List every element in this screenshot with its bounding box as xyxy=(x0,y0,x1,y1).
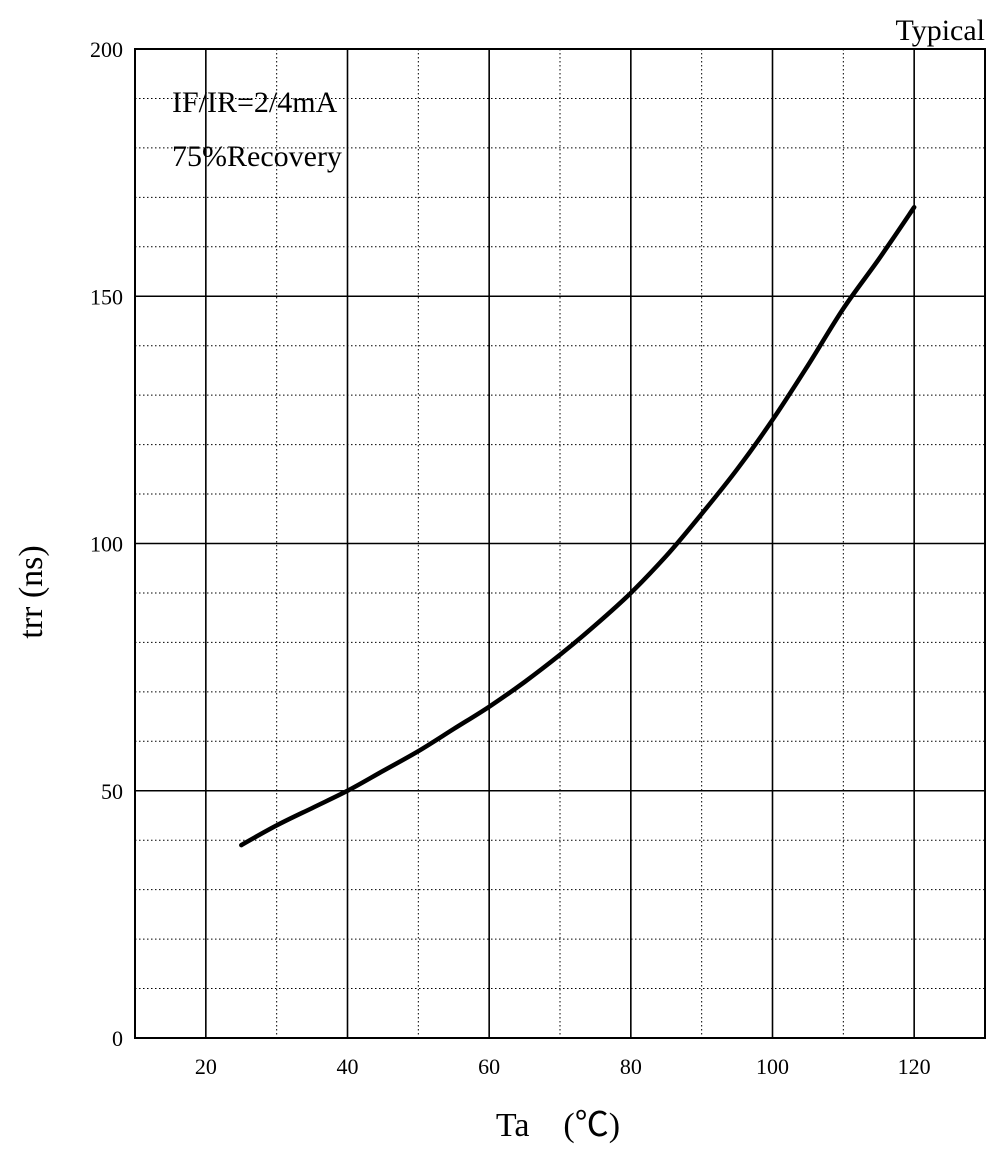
x-tick-label: 80 xyxy=(620,1054,642,1079)
x-axis-title: Ta (℃) xyxy=(496,1107,620,1144)
x-tick-label: 20 xyxy=(195,1054,217,1079)
y-tick-labels: 0 50 100 150 200 xyxy=(90,37,123,1051)
y-tick-label: 100 xyxy=(90,532,123,557)
y-tick-label: 50 xyxy=(101,779,123,804)
x-tick-labels: 20 40 60 80 100 120 xyxy=(195,1054,931,1079)
series-layer xyxy=(239,204,917,848)
annotation-condition: IF/IR=2/4mA xyxy=(172,86,338,119)
x-tick-label: 60 xyxy=(478,1054,500,1079)
minor-grid xyxy=(135,49,985,1038)
y-axis-title: trr (ns) xyxy=(13,545,50,638)
x-tick-label: 100 xyxy=(756,1054,789,1079)
y-tick-label: 200 xyxy=(90,37,123,62)
trr-curve-line xyxy=(239,204,917,848)
chart-title: Typical xyxy=(895,14,985,47)
y-tick-label: 150 xyxy=(90,284,123,309)
major-grid xyxy=(135,49,985,1038)
x-tick-label: 120 xyxy=(898,1054,931,1079)
x-tick-label: 40 xyxy=(337,1054,359,1079)
plot-frame xyxy=(134,48,986,1039)
annotation-recovery: 75%Recovery xyxy=(172,140,342,173)
y-tick-label: 0 xyxy=(112,1026,123,1051)
